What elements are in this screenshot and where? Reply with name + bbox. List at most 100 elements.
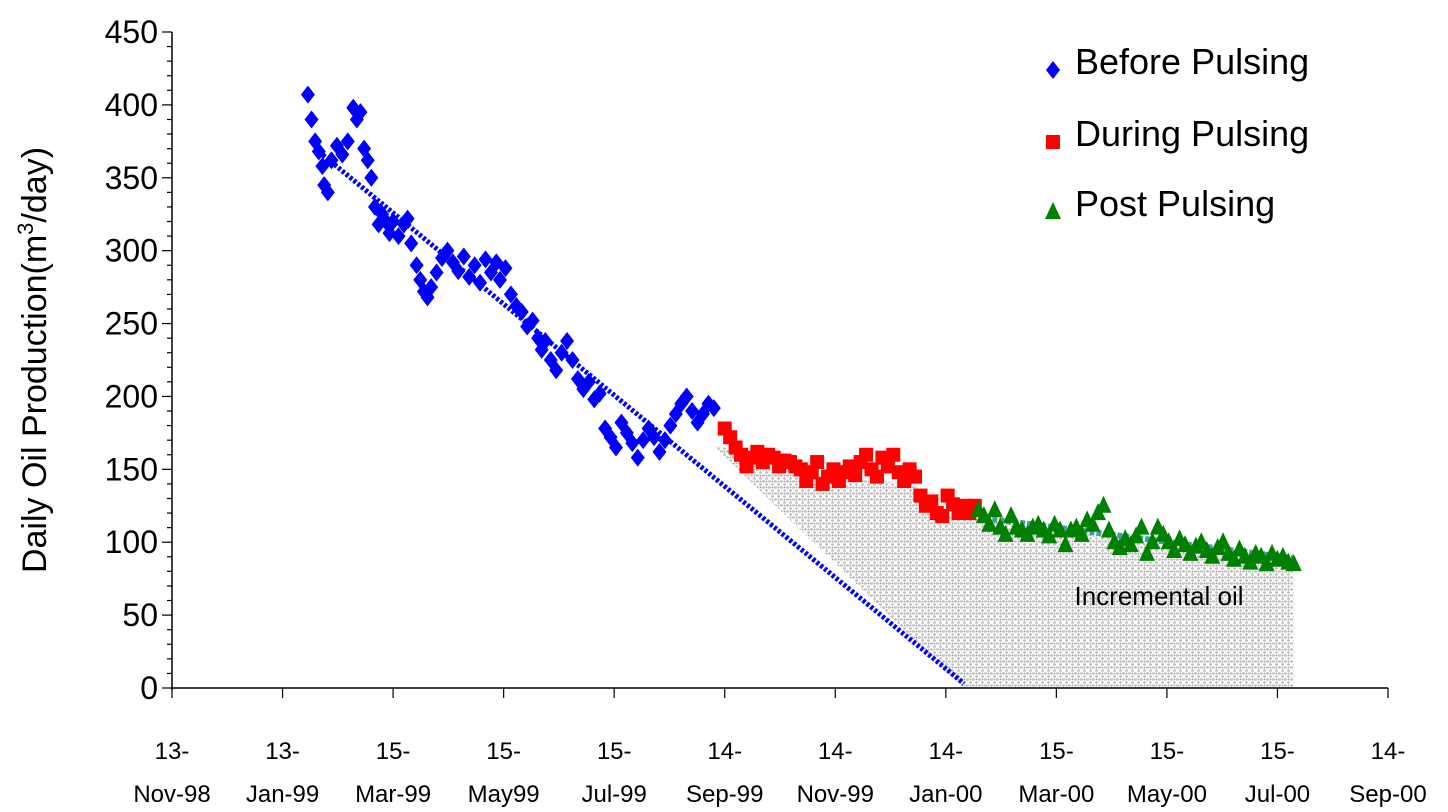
x-tick-label-day: 14-	[707, 738, 742, 765]
annotation-incremental-oil: Incremental oil	[1074, 581, 1243, 611]
square-point	[897, 473, 912, 488]
x-tick-label-month: Sep-00	[1349, 781, 1426, 808]
y-tick-label: 400	[105, 87, 158, 123]
triangle-point	[1258, 554, 1275, 572]
x-tick-label-day: 14-	[1371, 738, 1406, 765]
x-tick-label-month: Mar-00	[1018, 781, 1094, 808]
y-axis-label: Daily Oil Production(m3/day)	[13, 147, 54, 573]
diamond-point	[636, 431, 651, 450]
axes: 0 50 100 150 200 250 300 350 400 450 13- Nov-98 13- J…	[105, 14, 1427, 808]
x-tick-label-month: May99	[468, 781, 540, 808]
square-point	[734, 447, 749, 462]
square-point	[826, 462, 841, 477]
incremental-oil-region	[713, 446, 1294, 688]
diamond-point	[652, 442, 667, 461]
legend-marker-triangle	[1045, 202, 1061, 219]
x-tick-label-month: Jan-00	[909, 781, 982, 808]
legend: Before Pulsing During Pulsing Post Pulsing	[1045, 41, 1309, 224]
diamond-point	[647, 428, 662, 447]
x-tick-label-day: 14-	[818, 738, 853, 765]
y-tick-label: 300	[105, 233, 158, 269]
triangle-point	[1051, 520, 1068, 538]
diamond-point	[340, 132, 355, 151]
diamond-point	[663, 416, 678, 435]
triangle-point	[1100, 520, 1117, 538]
x-tick-label-day: 15-	[1039, 738, 1074, 765]
square-point	[859, 447, 874, 462]
diamond-point	[462, 267, 477, 286]
diamond-point	[554, 343, 569, 362]
diamond-point	[360, 151, 375, 170]
diamond-point	[435, 248, 450, 267]
diamond-point	[456, 247, 471, 266]
x-tick-label-month: Jul-00	[1245, 781, 1310, 808]
y-tick-label: 350	[105, 160, 158, 196]
legend-entry-label: During Pulsing	[1075, 113, 1309, 154]
x-tick-label-day: 13-	[265, 738, 300, 765]
triangle-point	[1095, 495, 1112, 513]
x-tick-label-day: 15-	[1150, 738, 1185, 765]
diamond-point	[608, 438, 623, 457]
triangle-point	[997, 524, 1014, 542]
diamond-point	[657, 431, 672, 450]
diamond-point	[324, 151, 339, 170]
series-post-pulsing	[970, 495, 1302, 572]
x-tick-label-day: 15-	[1260, 738, 1295, 765]
triangle-point	[1133, 517, 1150, 535]
diamond-point	[581, 372, 596, 391]
incremental-oil-area	[713, 446, 1294, 688]
x-tick-label-month: Sep-99	[686, 781, 763, 808]
square-point	[848, 468, 863, 483]
diamond-point	[429, 263, 444, 282]
triangle-point	[1144, 532, 1161, 550]
diamond-point	[400, 209, 415, 228]
square-point	[810, 455, 825, 470]
triangle-point	[1084, 514, 1101, 532]
trendline-1	[313, 146, 966, 686]
x-tick-label-month: Mar-99	[355, 781, 431, 808]
x-tick-label-day: 14-	[928, 738, 963, 765]
y-tick-label: 450	[105, 14, 158, 50]
diamond-point	[320, 183, 335, 202]
diamond-point	[592, 384, 607, 403]
x-tick-label-day: 15-	[376, 738, 411, 765]
diamond-point	[386, 212, 401, 231]
diamond-point	[679, 387, 694, 406]
square-point	[935, 508, 950, 523]
diamond-point	[514, 302, 529, 321]
x-tick-label-month: May-00	[1127, 781, 1207, 808]
triangle-point	[1122, 535, 1139, 553]
diamond-point	[335, 145, 350, 164]
diamond-point	[409, 256, 424, 275]
x-tick-label-day: 15-	[486, 738, 521, 765]
triangle-point	[986, 500, 1003, 518]
diamond-point	[706, 399, 721, 418]
x-tick-label-month: Jul-99	[581, 781, 646, 808]
legend-entry-label: Before Pulsing	[1075, 41, 1309, 82]
y-tick-label: 0	[140, 670, 158, 706]
diamond-point	[503, 285, 518, 304]
diamond-point	[364, 168, 379, 187]
triangle-point	[1003, 505, 1020, 523]
y-tick-label: 250	[105, 306, 158, 342]
diamond-point	[467, 256, 482, 275]
triangle-point	[1285, 554, 1302, 572]
x-tick-label-month: Nov-98	[133, 781, 210, 808]
triangle-point	[1057, 535, 1074, 553]
diamond-point	[353, 103, 368, 122]
diamond-point	[311, 142, 326, 161]
x-tick-label-month: Nov-99	[797, 781, 874, 808]
x-tick-label-month: Jan-99	[246, 781, 319, 808]
labels: Daily Oil Production(m3/day) Incremental …	[13, 147, 1244, 611]
triangle-point	[1242, 552, 1259, 570]
diamond-point	[525, 311, 540, 330]
square-point	[880, 459, 895, 474]
diamond-point	[478, 250, 493, 269]
diamond-point	[391, 227, 406, 246]
diamond-point	[424, 278, 439, 297]
diamond-point	[538, 332, 553, 351]
triangle-point	[1041, 526, 1058, 544]
square-point	[924, 494, 939, 509]
legend-marker-diamond	[1046, 61, 1060, 79]
